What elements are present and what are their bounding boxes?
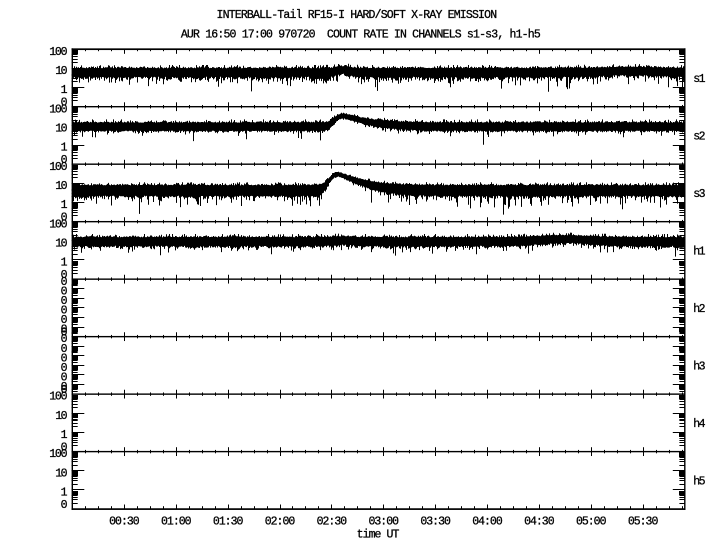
svg-text:h1: h1 xyxy=(693,246,705,259)
svg-text:1: 1 xyxy=(61,429,68,442)
svg-text:1: 1 xyxy=(61,257,68,270)
svg-text:0: 0 xyxy=(61,381,68,394)
svg-text:10: 10 xyxy=(55,237,67,250)
svg-text:1: 1 xyxy=(61,84,68,97)
svg-text:00:30: 00:30 xyxy=(109,516,140,529)
svg-text:0: 0 xyxy=(61,352,68,365)
svg-text:03:30: 03:30 xyxy=(420,516,451,529)
svg-text:04:00: 04:00 xyxy=(472,516,503,529)
svg-text:01:30: 01:30 xyxy=(213,516,244,529)
svg-text:0: 0 xyxy=(61,333,68,346)
svg-text:0: 0 xyxy=(61,384,68,397)
svg-text:0: 0 xyxy=(61,295,68,308)
svg-text:02:00: 02:00 xyxy=(265,516,296,529)
svg-text:01:00: 01:00 xyxy=(161,516,192,529)
svg-text:INTERBALL-Tail RF15-I HARD/SOF: INTERBALL-Tail RF15-I HARD/SOFT X-RAY EM… xyxy=(216,9,497,22)
svg-text:AUR 16:50 17:00 970720 COUNT: AUR 16:50 17:00 970720 COUNT RATE IN CHA… xyxy=(181,29,541,42)
svg-text:04:30: 04:30 xyxy=(524,516,555,529)
svg-text:0: 0 xyxy=(61,326,68,339)
svg-text:0: 0 xyxy=(61,343,68,356)
svg-text:0: 0 xyxy=(61,154,68,167)
svg-text:100: 100 xyxy=(49,391,67,404)
svg-text:1: 1 xyxy=(61,487,68,500)
svg-text:10: 10 xyxy=(55,410,67,423)
svg-text:03:00: 03:00 xyxy=(369,516,400,529)
svg-text:0: 0 xyxy=(61,211,68,224)
svg-text:s3: s3 xyxy=(693,188,705,201)
svg-text:h2: h2 xyxy=(693,303,705,316)
svg-text:h4: h4 xyxy=(693,418,705,431)
svg-text:100: 100 xyxy=(49,161,67,174)
svg-text:100: 100 xyxy=(49,218,67,231)
svg-text:10: 10 xyxy=(55,180,67,193)
svg-text:0: 0 xyxy=(61,96,68,109)
svg-text:0: 0 xyxy=(61,362,68,375)
svg-text:s1: s1 xyxy=(693,73,705,86)
svg-text:0: 0 xyxy=(61,324,68,337)
svg-text:time UT: time UT xyxy=(357,528,400,541)
svg-text:0: 0 xyxy=(61,441,68,454)
svg-text:10: 10 xyxy=(55,467,67,480)
svg-text:02:30: 02:30 xyxy=(317,516,348,529)
svg-text:05:30: 05:30 xyxy=(628,516,659,529)
svg-text:10: 10 xyxy=(55,65,67,78)
svg-text:0: 0 xyxy=(61,314,68,327)
svg-text:100: 100 xyxy=(49,46,67,59)
svg-text:100: 100 xyxy=(49,103,67,116)
svg-text:0: 0 xyxy=(61,304,68,317)
svg-text:0: 0 xyxy=(61,285,68,298)
svg-text:s2: s2 xyxy=(693,131,705,144)
svg-text:h3: h3 xyxy=(693,360,705,373)
svg-text:0: 0 xyxy=(61,269,68,282)
svg-text:0: 0 xyxy=(61,499,68,512)
svg-text:0: 0 xyxy=(61,372,68,385)
svg-text:0: 0 xyxy=(61,276,68,289)
svg-text:10: 10 xyxy=(55,122,67,135)
svg-text:1: 1 xyxy=(61,142,68,155)
svg-text:h5: h5 xyxy=(693,475,705,488)
svg-text:100: 100 xyxy=(49,448,67,461)
svg-text:05:00: 05:00 xyxy=(576,516,607,529)
svg-text:1: 1 xyxy=(61,199,68,212)
